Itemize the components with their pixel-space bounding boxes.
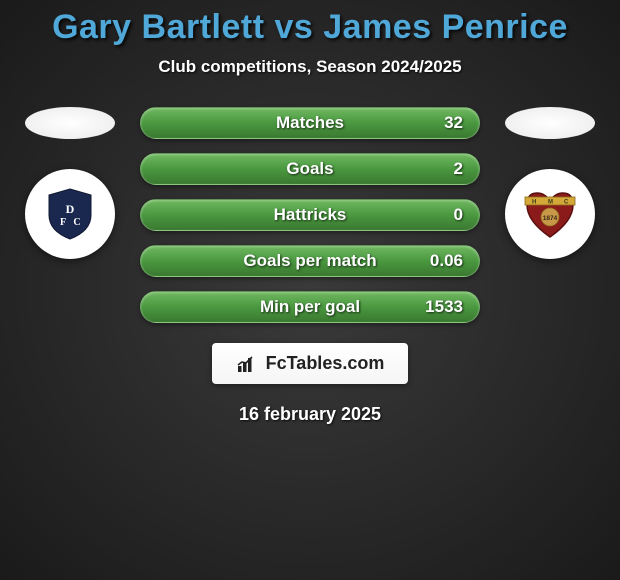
stat-label: Matches xyxy=(276,113,344,133)
right-column: H M C 1874 xyxy=(500,107,600,259)
stat-label: Goals xyxy=(286,159,333,179)
hearts-badge-icon: H M C 1874 xyxy=(515,179,585,249)
left-player-oval xyxy=(25,107,115,139)
svg-text:D: D xyxy=(66,202,75,216)
stat-bar-goals: Goals 2 xyxy=(140,153,480,185)
svg-text:M: M xyxy=(548,200,553,206)
stat-value: 0.06 xyxy=(430,251,463,271)
dundee-shield-icon: D F C xyxy=(45,187,95,241)
stat-bar-matches: Matches 32 xyxy=(140,107,480,139)
stat-value: 0 xyxy=(454,205,463,225)
stat-bar-min-per-goal: Min per goal 1533 xyxy=(140,291,480,323)
right-player-oval xyxy=(505,107,595,139)
page-title: Gary Bartlett vs James Penrice xyxy=(52,8,568,47)
stat-value: 1533 xyxy=(425,297,463,317)
chart-icon xyxy=(236,355,258,373)
left-column: D F C xyxy=(20,107,120,259)
stat-bar-goals-per-match: Goals per match 0.06 xyxy=(140,245,480,277)
brand-box: FcTables.com xyxy=(212,343,409,384)
stat-value: 2 xyxy=(454,159,463,179)
subtitle: Club competitions, Season 2024/2025 xyxy=(158,57,461,77)
stat-label: Min per goal xyxy=(260,297,360,317)
date-label: 16 february 2025 xyxy=(239,404,381,425)
svg-text:C: C xyxy=(73,217,80,228)
right-club-badge: H M C 1874 xyxy=(505,169,595,259)
stat-label: Goals per match xyxy=(243,251,376,271)
stat-label: Hattricks xyxy=(274,205,347,225)
stat-bar-hattricks: Hattricks 0 xyxy=(140,199,480,231)
main-row: D F C Matches 32 Goals 2 Hattricks 0 Goa… xyxy=(0,107,620,323)
svg-text:1874: 1874 xyxy=(543,215,558,222)
svg-text:F: F xyxy=(60,217,66,228)
svg-text:C: C xyxy=(564,200,569,206)
stat-value: 32 xyxy=(444,113,463,133)
stats-bars: Matches 32 Goals 2 Hattricks 0 Goals per… xyxy=(140,107,480,323)
comparison-container: Gary Bartlett vs James Penrice Club comp… xyxy=(0,0,620,425)
left-club-badge: D F C xyxy=(25,169,115,259)
brand-text: FcTables.com xyxy=(266,353,385,374)
svg-text:H: H xyxy=(532,200,536,206)
